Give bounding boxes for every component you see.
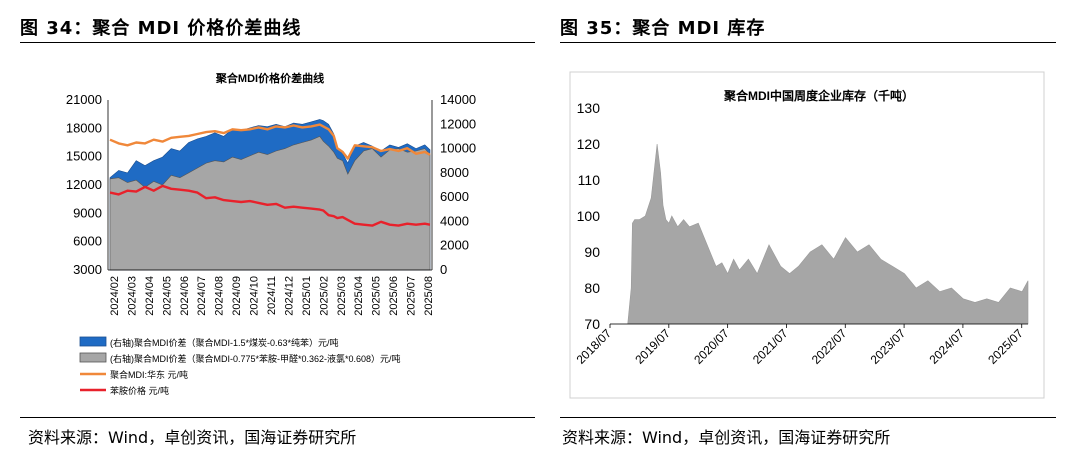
x-tick-label: 2024/05 xyxy=(161,276,173,316)
inventory-y-tick-label: 120 xyxy=(577,136,601,152)
inventory-y-tick-label: 70 xyxy=(584,316,600,332)
left-y-tick-label: 21000 xyxy=(66,92,102,107)
right-y-tick-label: 2000 xyxy=(440,238,469,253)
right-chart-frame xyxy=(569,71,1045,399)
aniline-price-line xyxy=(109,184,431,227)
inventory-y-tick-label: 110 xyxy=(578,172,601,188)
x-tick-label: 2024/06 xyxy=(179,276,191,316)
inventory-x-tick-label: 2022/07 xyxy=(809,326,850,367)
x-tick-label: 2024/12 xyxy=(283,276,295,316)
left-y-tick-label: 12000 xyxy=(66,177,102,192)
left-y-tick-label: 6000 xyxy=(73,234,102,249)
right-source-note: 资料来源：Wind，卓创资讯，国海证券研究所 xyxy=(562,428,891,447)
x-tick-label: 2024/07 xyxy=(196,276,208,316)
x-tick-label: 2025/01 xyxy=(301,276,313,316)
right-y-tick-label: 6000 xyxy=(440,189,469,204)
inventory-x-tick-label: 2024/07 xyxy=(926,326,967,367)
legend-entry: (右轴)聚合MDI价差（聚合MDI-1.5*煤炭-0.63*纯苯）元/吨 xyxy=(110,337,339,348)
right-figure-title: 图 35：聚合 MDI 库存 xyxy=(560,18,766,39)
left-y-tick-label: 3000 xyxy=(73,262,102,277)
legend-entry: 苯胺价格 元/吨 xyxy=(110,385,169,396)
right-chart-title: 聚合MDI中国周度企业库存（千吨） xyxy=(723,88,914,103)
x-tick-label: 2024/04 xyxy=(144,276,156,316)
x-tick-label: 2024/10 xyxy=(249,276,261,316)
left-chart-title: 聚合MDI价格价差曲线 xyxy=(215,71,324,85)
mdi-price-line xyxy=(109,123,431,160)
inventory-x-tick-label: 2020/07 xyxy=(691,326,732,367)
left-top-rule xyxy=(20,42,535,43)
x-tick-label: 2025/08 xyxy=(423,276,435,316)
right-y-tick-label: 4000 xyxy=(440,213,469,228)
gray-spread-area xyxy=(109,136,431,271)
left-bottom-rule xyxy=(20,417,535,418)
x-tick-label: 2024/08 xyxy=(214,276,226,316)
legend-entry: (右轴)聚合MDI价差（聚合MDI-0.775*苯胺-甲醛*0.362-液氯*0… xyxy=(110,353,401,364)
inventory-x-tick-label: 2025/07 xyxy=(985,326,1026,367)
x-tick-label: 2024/03 xyxy=(126,276,138,316)
inventory-y-tick-label: 90 xyxy=(584,244,600,260)
x-tick-label: 2025/06 xyxy=(388,276,400,316)
inventory-y-tick-label: 130 xyxy=(577,100,601,116)
inventory-y-tick-label: 100 xyxy=(577,208,601,224)
right-top-rule xyxy=(560,42,1056,43)
x-tick-label: 2025/03 xyxy=(336,276,348,316)
left-source-note: 资料来源：Wind，卓创资讯，国海证券研究所 xyxy=(28,428,357,447)
x-tick-label: 2024/09 xyxy=(231,276,243,316)
inventory-y-tick-label: 80 xyxy=(584,280,600,296)
legend-entry: 聚合MDI:华东 元/吨 xyxy=(110,369,188,380)
x-tick-label: 2025/02 xyxy=(318,276,330,316)
left-figure-title: 图 34：聚合 MDI 价格价差曲线 xyxy=(20,18,302,39)
right-y-tick-label: 14000 xyxy=(440,92,476,107)
inventory-x-tick-label: 2018/07 xyxy=(574,326,615,367)
legend-swatch xyxy=(79,352,107,363)
left-y-tick-label: 15000 xyxy=(66,149,102,164)
left-y-tick-label: 18000 xyxy=(66,120,102,135)
x-tick-label: 2025/07 xyxy=(406,276,418,316)
x-tick-label: 2025/04 xyxy=(353,276,365,316)
x-tick-label: 2024/11 xyxy=(266,276,278,315)
x-tick-label: 2025/05 xyxy=(371,276,383,316)
inventory-x-tick-label: 2021/07 xyxy=(750,326,791,367)
legend-swatch xyxy=(79,336,107,347)
left-y-tick-label: 9000 xyxy=(73,205,102,220)
right-y-tick-label: 0 xyxy=(440,262,447,277)
inventory-x-tick-label: 2023/07 xyxy=(868,326,909,367)
right-y-tick-label: 8000 xyxy=(440,165,469,180)
inventory-x-tick-label: 2019/07 xyxy=(632,326,673,367)
x-tick-label: 2024/02 xyxy=(109,276,121,316)
right-y-tick-label: 12000 xyxy=(440,116,476,131)
inventory-area xyxy=(610,143,1029,325)
right-bottom-rule xyxy=(560,417,1056,418)
right-y-tick-label: 10000 xyxy=(440,141,476,156)
